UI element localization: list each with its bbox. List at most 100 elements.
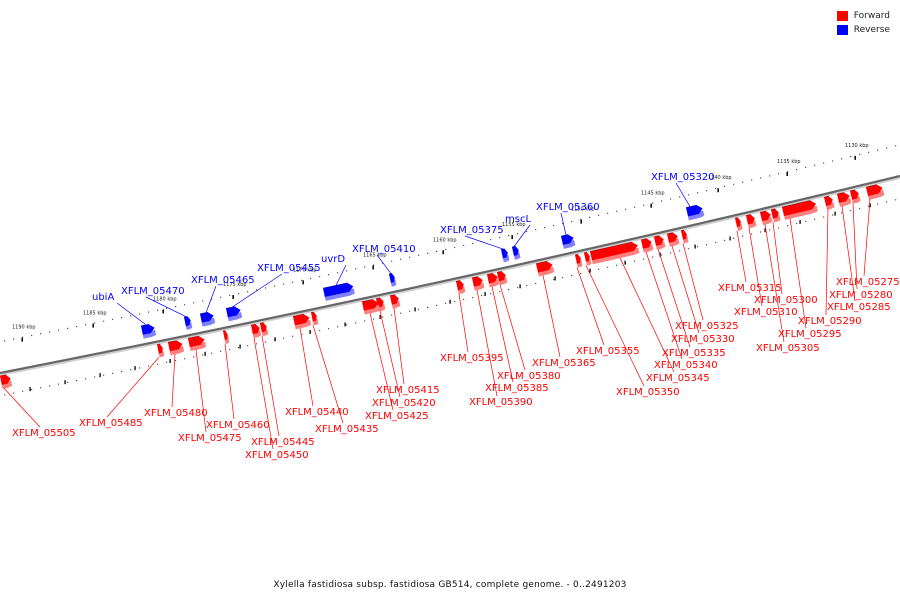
forward-gene-shade bbox=[838, 197, 852, 207]
scale-dot-lower bbox=[157, 363, 159, 365]
forward-gene-edge bbox=[589, 241, 633, 252]
forward-gene-body bbox=[293, 314, 310, 326]
scale-dot-lower bbox=[247, 345, 249, 347]
forward-gene bbox=[823, 195, 835, 210]
scale-dot-lower bbox=[877, 203, 879, 205]
scale-dot-upper bbox=[805, 166, 807, 168]
forward-gene bbox=[156, 343, 165, 358]
lower-track-tick bbox=[589, 268, 591, 273]
scale-dot-lower bbox=[508, 288, 510, 291]
scale-dot-upper bbox=[103, 320, 105, 322]
legend-reverse-label: Reverse bbox=[853, 25, 890, 35]
forward-gene-leader bbox=[261, 335, 280, 437]
forward-gene bbox=[259, 322, 269, 337]
scale-dot-lower bbox=[841, 212, 843, 214]
lower-track-tick bbox=[274, 337, 276, 342]
forward-gene-edge bbox=[471, 276, 478, 279]
forward-gene bbox=[361, 299, 381, 315]
forward-gene bbox=[745, 214, 757, 229]
forward-gene-body bbox=[654, 235, 664, 246]
scale-dot-lower bbox=[283, 337, 285, 339]
reverse-gene-body bbox=[512, 246, 519, 256]
reverse-gene-body bbox=[501, 248, 508, 259]
forward-gene-edge bbox=[486, 273, 493, 275]
forward-gene-label: XFLM_05350 bbox=[616, 387, 680, 398]
forward-gene-edge bbox=[849, 189, 855, 192]
reverse-gene-edge bbox=[560, 234, 569, 237]
forward-gene-body bbox=[735, 217, 741, 228]
forward-gene bbox=[222, 330, 230, 344]
kbp-tick-label: 1160 kbp bbox=[433, 237, 457, 243]
forward-gene-shade bbox=[537, 266, 555, 277]
scale-dot-upper bbox=[751, 179, 753, 181]
forward-gene-leader bbox=[657, 248, 691, 348]
scale-dot-upper bbox=[517, 232, 519, 235]
scale-dot-lower bbox=[49, 385, 51, 387]
scale-dot-upper bbox=[382, 262, 384, 264]
forward-gene-label: XFLM_05480 bbox=[144, 408, 208, 419]
forward-gene-label: XFLM_05385 bbox=[485, 383, 549, 394]
kbp-tick bbox=[92, 323, 94, 328]
forward-gene-body bbox=[223, 330, 228, 340]
scale-dot-lower bbox=[58, 383, 60, 385]
scale-dot-lower bbox=[490, 292, 492, 295]
scale-dot-lower bbox=[418, 308, 420, 310]
reverse-gene-leader bbox=[205, 285, 217, 313]
forward-gene-edge bbox=[823, 195, 829, 198]
lower-track-tick bbox=[694, 244, 696, 249]
forward-gene-body bbox=[390, 294, 399, 305]
forward-gene-leader bbox=[748, 227, 763, 307]
scale-dot-upper bbox=[544, 226, 546, 229]
forward-gene-body bbox=[850, 189, 859, 200]
forward-gene-label: XFLM_05345 bbox=[646, 373, 710, 384]
scale-dot-upper bbox=[499, 236, 501, 239]
forward-gene-label: XFLM_05330 bbox=[671, 334, 735, 345]
kbp-tick bbox=[650, 203, 652, 208]
legend-forward-swatch bbox=[836, 11, 848, 21]
forward-gene-edge bbox=[574, 254, 578, 256]
lower-track-tick bbox=[764, 228, 766, 233]
scale-dot-lower bbox=[706, 244, 708, 246]
scale-dot-lower bbox=[184, 358, 186, 360]
scale-dot-lower bbox=[211, 352, 213, 354]
scale-dot-upper bbox=[22, 336, 24, 338]
lower-track-tick bbox=[519, 284, 521, 289]
scale-dot-lower bbox=[229, 348, 231, 351]
scale-dot-upper bbox=[553, 224, 555, 227]
reverse-gene-edge bbox=[511, 246, 516, 248]
forward-gene-shade bbox=[294, 319, 312, 330]
scale-dot-upper bbox=[580, 218, 582, 221]
scale-dot-upper bbox=[220, 296, 222, 298]
scale-dot-upper bbox=[112, 318, 114, 320]
forward-gene-body bbox=[0, 374, 11, 385]
scale-dot-upper bbox=[841, 158, 843, 160]
kbp-tick bbox=[786, 172, 788, 177]
scale-dot-upper bbox=[58, 329, 60, 331]
scale-dot-upper bbox=[706, 190, 708, 192]
scale-dot-upper bbox=[409, 256, 411, 258]
forward-gene-label: XFLM_05335 bbox=[662, 348, 726, 359]
scale-dot-lower bbox=[166, 361, 168, 364]
forward-gene-edge bbox=[745, 214, 751, 216]
scale-dot-upper bbox=[337, 272, 339, 274]
reverse-gene-leader bbox=[464, 235, 504, 250]
reverse-gene-shade bbox=[201, 317, 216, 327]
scale-dot-lower bbox=[643, 258, 645, 260]
reverse-gene bbox=[560, 234, 576, 249]
scale-dot-upper bbox=[463, 244, 465, 247]
scale-dot-upper bbox=[256, 289, 258, 291]
scale-dot-lower bbox=[355, 322, 357, 324]
forward-gene-body bbox=[746, 214, 755, 225]
scale-dot-upper bbox=[886, 147, 888, 149]
kbp-tick-label: 1185 kbp bbox=[83, 311, 107, 317]
forward-gene-shade bbox=[867, 189, 885, 200]
forward-gene-leader bbox=[299, 327, 314, 407]
scale-dot-lower bbox=[103, 374, 105, 376]
forward-gene-body bbox=[641, 238, 652, 249]
forward-gene-edge bbox=[535, 261, 547, 265]
scale-dot-lower bbox=[220, 350, 222, 352]
scale-dot-upper bbox=[166, 307, 168, 310]
kbp-tick bbox=[21, 337, 23, 342]
scale-dot-upper bbox=[319, 275, 321, 278]
